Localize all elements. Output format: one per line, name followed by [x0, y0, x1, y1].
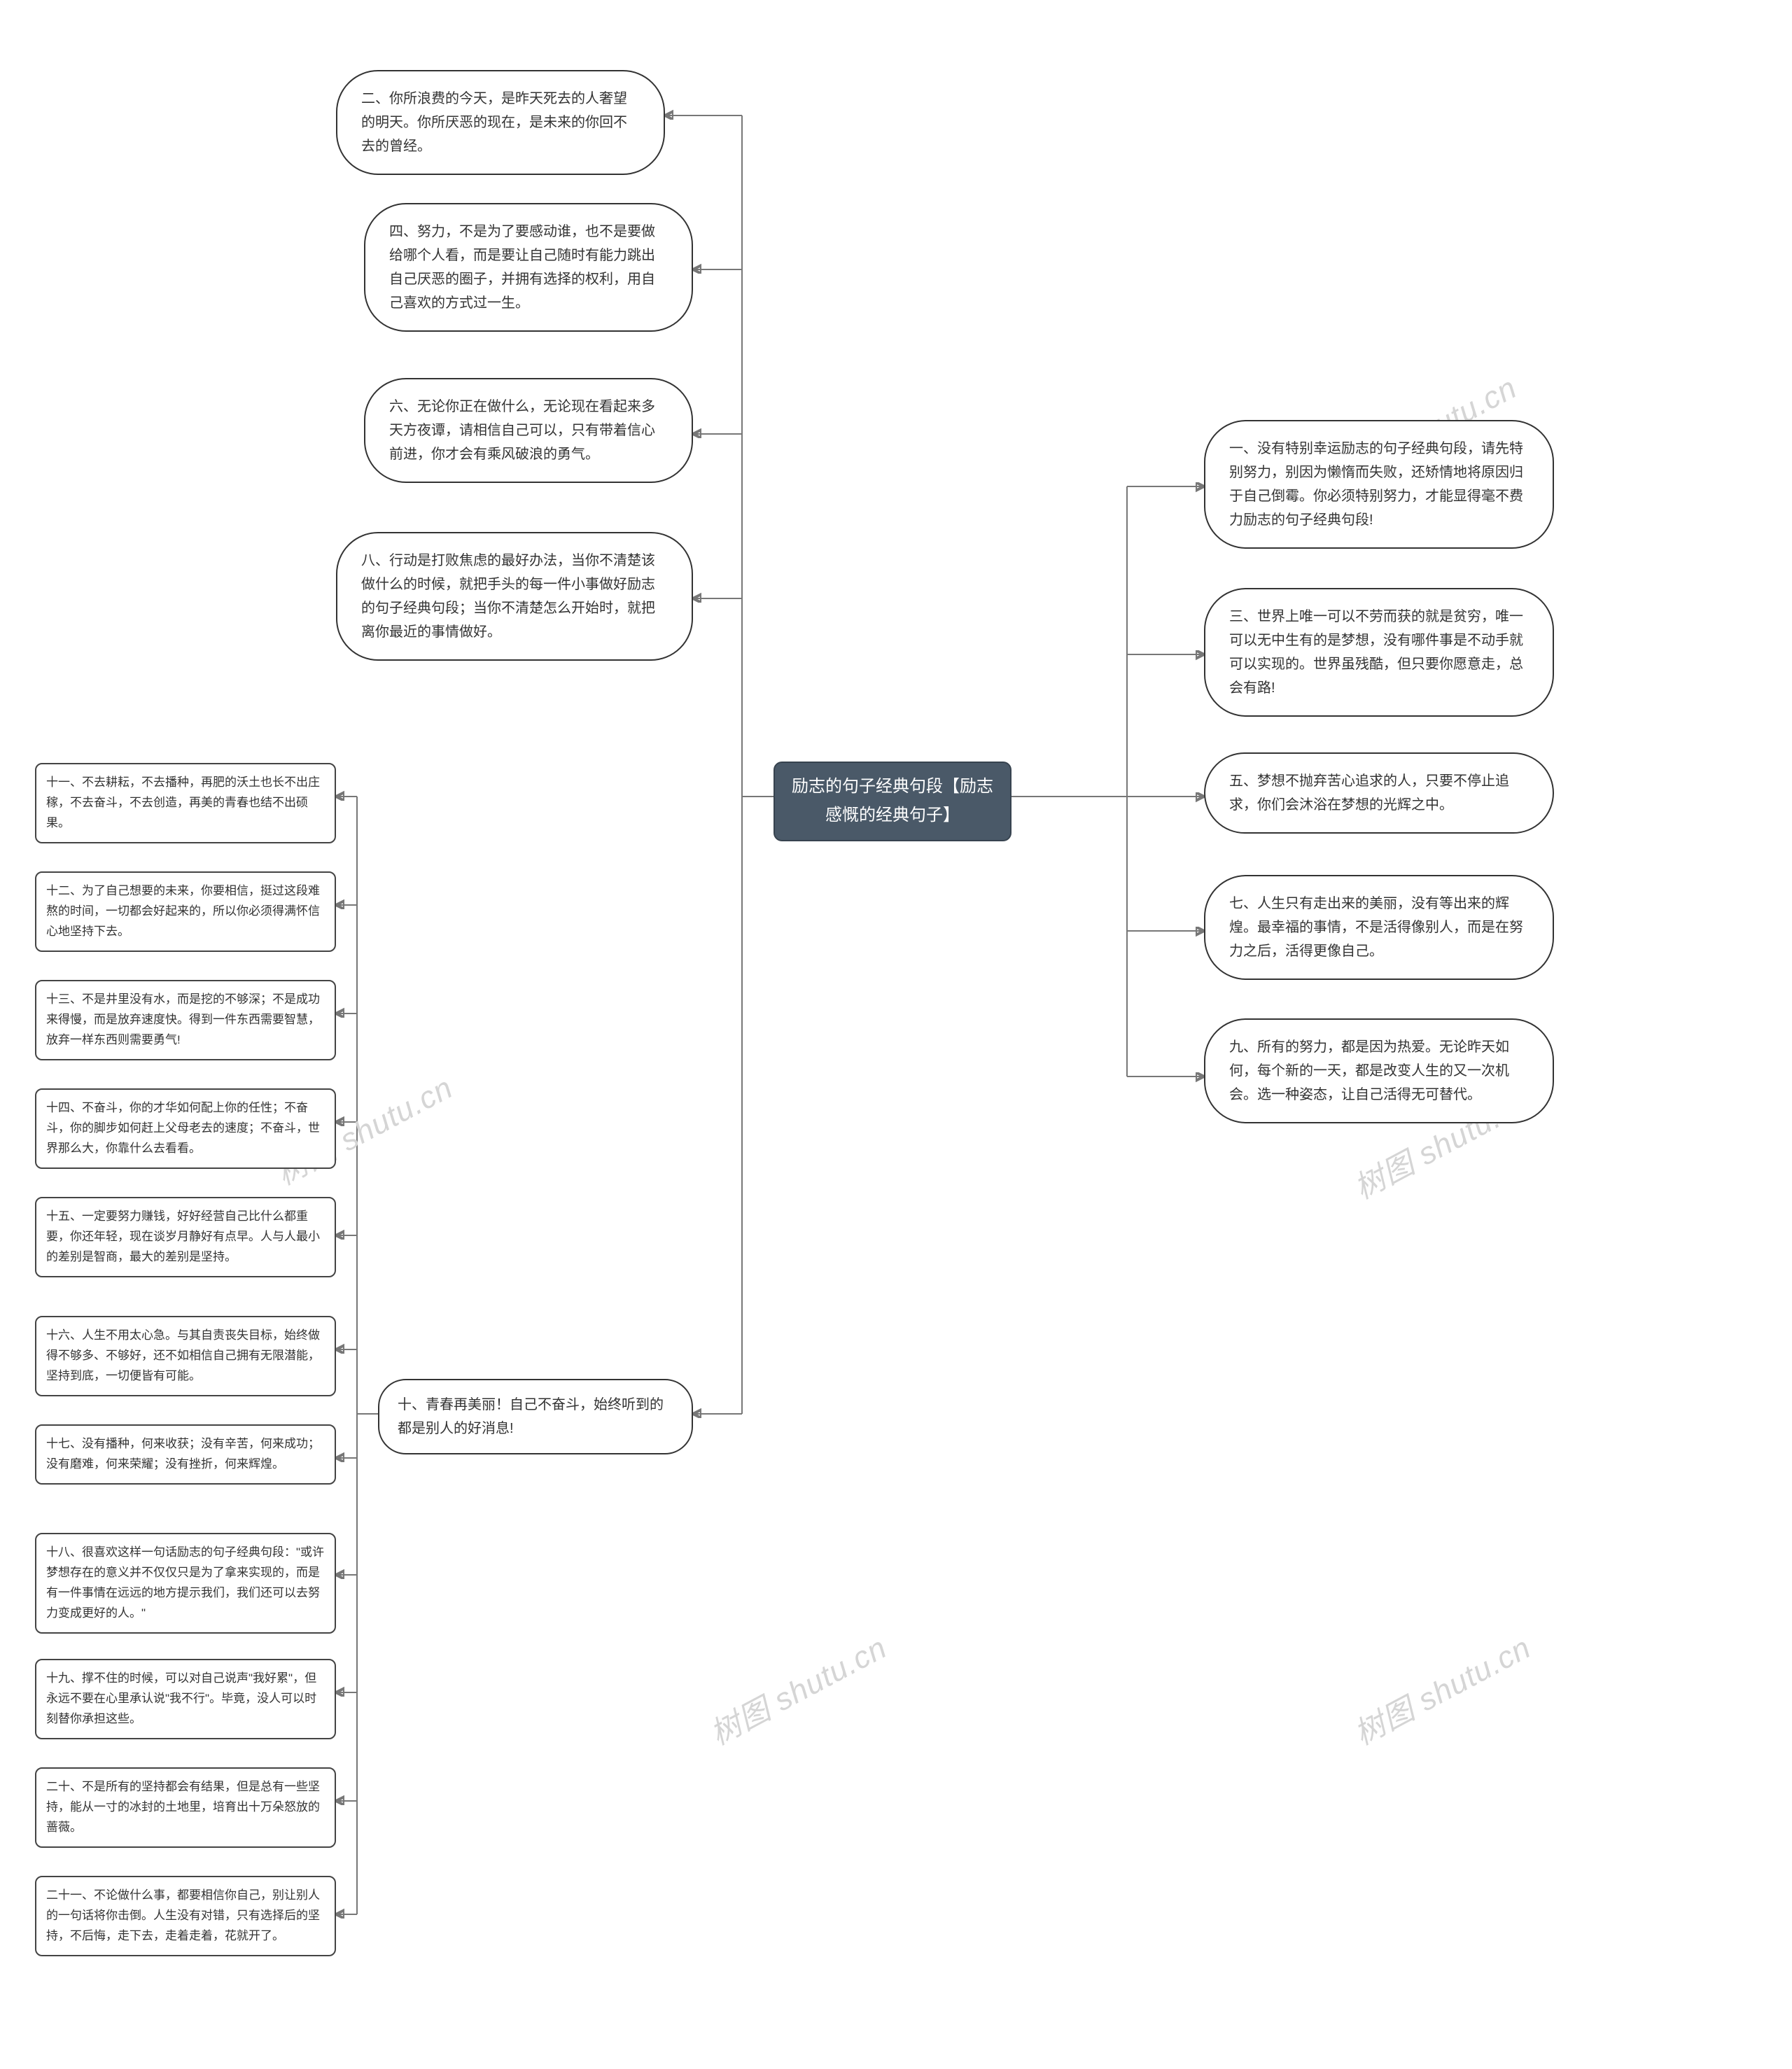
sub-text: 十五、一定要努力赚钱，好好经营自己比什么都重要，你还年轻，现在谈岁月静好有点早。… [46, 1209, 320, 1263]
branch-text: 一、没有特别幸运励志的句子经典句段，请先特别努力，别因为懒惰而失败，还矫情地将原… [1229, 441, 1523, 528]
sub-node-s17: 十七、没有播种，何来收获；没有辛苦，何来成功；没有磨难，何来荣耀；没有挫折，何来… [35, 1424, 336, 1485]
branch-text: 九、所有的努力，都是因为热爱。无论昨天如何，每个新的一天，都是改变人生的又一次机… [1229, 1039, 1509, 1102]
sub-node-s16: 十六、人生不用太心急。与其自责丧失目标，始终做得不够多、不够好，还不如相信自己拥… [35, 1316, 336, 1396]
sub-node-s12: 十二、为了自己想要的未来，你要相信，挺过这段难熬的时间，一切都会好起来的，所以你… [35, 871, 336, 952]
branch-text: 二、你所浪费的今天，是昨天死去的人奢望的明天。你所厌恶的现在，是未来的你回不去的… [361, 91, 627, 154]
sub-text: 十九、撑不住的时候，可以对自己说声"我好累"，但永远不要在心里承认说"我不行"。… [46, 1671, 316, 1725]
sub-node-s11: 十一、不去耕耘，不去播种，再肥的沃土也长不出庄稼，不去奋斗，不去创造，再美的青春… [35, 763, 336, 843]
sub-node-s20: 二十、不是所有的坚持都会有结果，但是总有一些坚持，能从一寸的冰封的土地里，培育出… [35, 1767, 336, 1848]
sub-text: 十八、很喜欢这样一句话励志的句子经典句段："或许梦想存在的意义并不仅仅只是为了拿… [46, 1545, 324, 1620]
sub-text: 二十一、不论做什么事，都要相信你自己，别让别人的一句话将你击倒。人生没有对错，只… [46, 1888, 320, 1942]
root-node: 励志的句子经典句段【励志感慨的经典句子】 [774, 762, 1011, 841]
sub-node-s13: 十三、不是井里没有水，而是挖的不够深；不是成功来得慢，而是放弃速度快。得到一件东… [35, 980, 336, 1060]
branch-node-r9: 九、所有的努力，都是因为热爱。无论昨天如何，每个新的一天，都是改变人生的又一次机… [1204, 1018, 1554, 1123]
branch-node-r7: 七、人生只有走出来的美丽，没有等出来的辉煌。最幸福的事情，不是活得像别人，而是在… [1204, 875, 1554, 980]
branch-text: 四、努力，不是为了要感动谁，也不是要做给哪个人看，而是要让自己随时有能力跳出自己… [389, 224, 655, 311]
branch-text: 五、梦想不抛弃苦心追求的人，只要不停止追求，你们会沐浴在梦想的光辉之中。 [1229, 773, 1509, 813]
branch-node-l2: 二、你所浪费的今天，是昨天死去的人奢望的明天。你所厌恶的现在，是未来的你回不去的… [336, 70, 665, 175]
branch-node-l10: 十、青春再美丽！自己不奋斗，始终听到的都是别人的好消息! [378, 1379, 693, 1454]
branch-node-r3: 三、世界上唯一可以不劳而获的就是贫穷，唯一可以无中生有的是梦想，没有哪件事是不动… [1204, 588, 1554, 717]
sub-node-s19: 十九、撑不住的时候，可以对自己说声"我好累"，但永远不要在心里承认说"我不行"。… [35, 1659, 336, 1739]
branch-text: 十、青春再美丽！自己不奋斗，始终听到的都是别人的好消息! [398, 1397, 664, 1436]
sub-node-s21: 二十一、不论做什么事，都要相信你自己，别让别人的一句话将你击倒。人生没有对错，只… [35, 1876, 336, 1956]
sub-text: 二十、不是所有的坚持都会有结果，但是总有一些坚持，能从一寸的冰封的土地里，培育出… [46, 1780, 320, 1834]
branch-node-l8: 八、行动是打败焦虑的最好办法，当你不清楚该做什么的时候，就把手头的每一件小事做好… [336, 532, 693, 661]
branch-text: 八、行动是打败焦虑的最好办法，当你不清楚该做什么的时候，就把手头的每一件小事做好… [361, 553, 655, 640]
sub-text: 十一、不去耕耘，不去播种，再肥的沃土也长不出庄稼，不去奋斗，不去创造，再美的青春… [46, 776, 320, 829]
sub-text: 十六、人生不用太心急。与其自责丧失目标，始终做得不够多、不够好，还不如相信自己拥… [46, 1328, 320, 1382]
branch-node-r1: 一、没有特别幸运励志的句子经典句段，请先特别努力，别因为懒惰而失败，还矫情地将原… [1204, 420, 1554, 549]
branch-text: 六、无论你正在做什么，无论现在看起来多天方夜谭，请相信自己可以，只有带着信心前进… [389, 399, 655, 462]
branch-node-r5: 五、梦想不抛弃苦心追求的人，只要不停止追求，你们会沐浴在梦想的光辉之中。 [1204, 752, 1554, 834]
branch-text: 三、世界上唯一可以不劳而获的就是贫穷，唯一可以无中生有的是梦想，没有哪件事是不动… [1229, 609, 1523, 696]
branch-node-l4: 四、努力，不是为了要感动谁，也不是要做给哪个人看，而是要让自己随时有能力跳出自己… [364, 203, 693, 332]
branch-text: 七、人生只有走出来的美丽，没有等出来的辉煌。最幸福的事情，不是活得像别人，而是在… [1229, 896, 1523, 959]
sub-node-s14: 十四、不奋斗，你的才华如何配上你的任性；不奋斗，你的脚步如何赶上父母老去的速度；… [35, 1088, 336, 1169]
root-text: 励志的句子经典句段【励志感慨的经典句子】 [792, 777, 993, 825]
sub-text: 十七、没有播种，何来收获；没有辛苦，何来成功；没有磨难，何来荣耀；没有挫折，何来… [46, 1437, 320, 1471]
watermark: 树图 shutu.cn [701, 1623, 893, 1754]
sub-text: 十二、为了自己想要的未来，你要相信，挺过这段难熬的时间，一切都会好起来的，所以你… [46, 884, 320, 938]
sub-node-s18: 十八、很喜欢这样一句话励志的句子经典句段："或许梦想存在的意义并不仅仅只是为了拿… [35, 1533, 336, 1634]
sub-text: 十三、不是井里没有水，而是挖的不够深；不是成功来得慢，而是放弃速度快。得到一件东… [46, 993, 320, 1046]
branch-node-l6: 六、无论你正在做什么，无论现在看起来多天方夜谭，请相信自己可以，只有带着信心前进… [364, 378, 693, 483]
sub-node-s15: 十五、一定要努力赚钱，好好经营自己比什么都重要，你还年轻，现在谈岁月静好有点早。… [35, 1197, 336, 1277]
watermark: 树图 shutu.cn [1345, 1623, 1537, 1754]
sub-text: 十四、不奋斗，你的才华如何配上你的任性；不奋斗，你的脚步如何赶上父母老去的速度；… [46, 1101, 320, 1155]
